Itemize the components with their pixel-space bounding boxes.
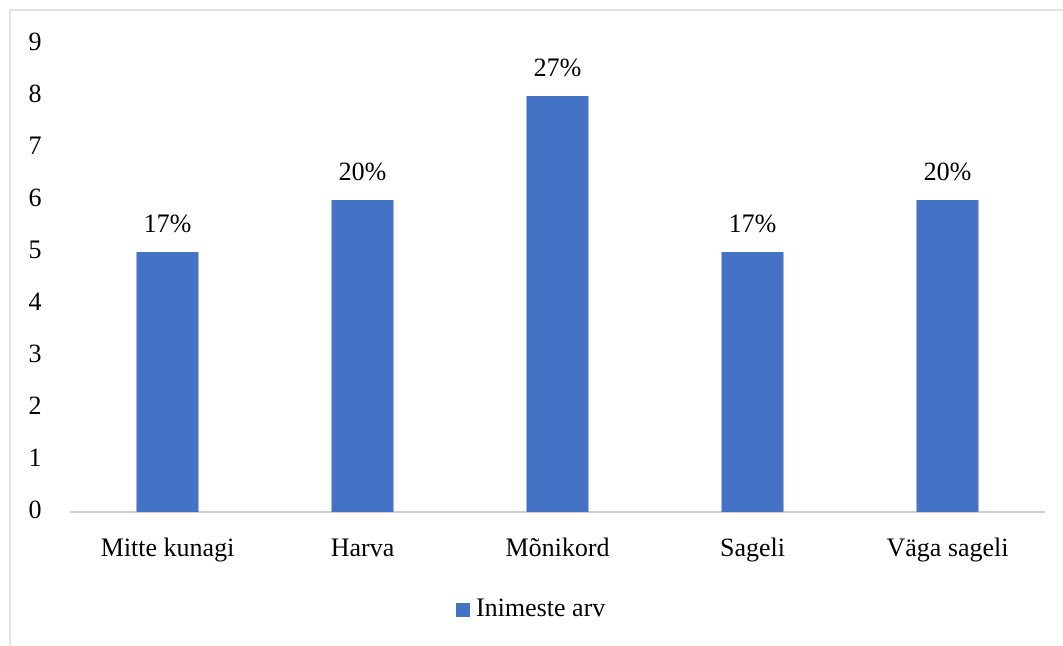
y-tick-label: 7 bbox=[29, 131, 42, 160]
y-tick-label: 0 bbox=[29, 495, 42, 524]
x-tick-label: Väga sageli bbox=[886, 533, 1008, 562]
x-tick-label: Mõnikord bbox=[506, 533, 610, 562]
bar bbox=[526, 96, 589, 512]
bar bbox=[916, 200, 979, 512]
data-label: 27% bbox=[534, 53, 582, 82]
y-tick-label: 8 bbox=[29, 79, 42, 108]
y-tick-label: 3 bbox=[29, 339, 42, 368]
legend-swatch bbox=[456, 603, 470, 617]
y-tick-label: 9 bbox=[29, 27, 42, 56]
chart-frame bbox=[9, 9, 1063, 646]
data-label: 17% bbox=[729, 209, 777, 238]
y-tick-label: 2 bbox=[29, 391, 42, 420]
data-label: 17% bbox=[144, 209, 192, 238]
x-tick-label: Sageli bbox=[720, 533, 785, 562]
x-tick-label: Mitte kunagi bbox=[101, 533, 235, 562]
y-tick-label: 5 bbox=[29, 235, 42, 264]
data-label: 20% bbox=[924, 157, 972, 186]
y-tick-label: 1 bbox=[29, 443, 42, 472]
y-tick-label: 4 bbox=[29, 287, 42, 316]
y-tick-label: 6 bbox=[29, 183, 42, 212]
bar bbox=[331, 200, 394, 512]
x-tick-label: Harva bbox=[331, 533, 395, 562]
bar bbox=[721, 252, 784, 512]
data-label: 20% bbox=[339, 157, 387, 186]
bar bbox=[136, 252, 199, 512]
legend-label: Inimeste arv bbox=[476, 593, 605, 622]
